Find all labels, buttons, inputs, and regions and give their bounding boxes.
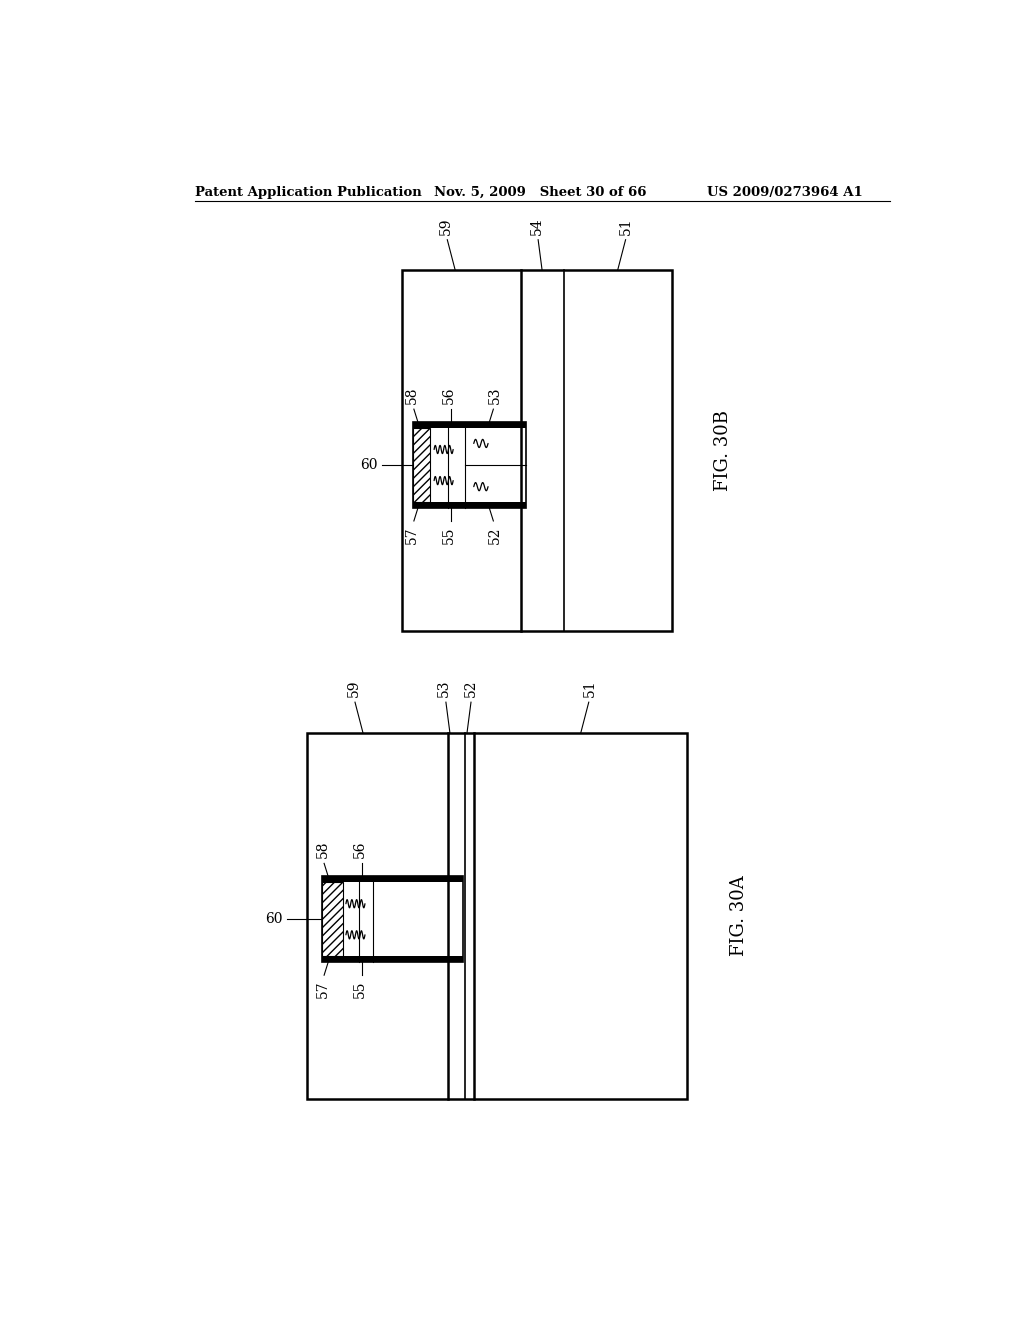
Text: Nov. 5, 2009   Sheet 30 of 66: Nov. 5, 2009 Sheet 30 of 66 [433,186,646,199]
Text: 51: 51 [584,680,597,697]
Text: 57: 57 [406,527,419,544]
Text: 53: 53 [437,680,452,697]
Text: 58: 58 [406,387,419,404]
Text: 54: 54 [529,216,544,235]
Text: 60: 60 [360,458,378,473]
Text: 52: 52 [488,527,502,544]
Bar [322,876,463,962]
Text: FIG. 30A: FIG. 30A [730,875,749,956]
Text: 60: 60 [265,912,283,927]
Text: US 2009/0273964 A1: US 2009/0273964 A1 [708,186,863,199]
Bar [413,428,430,502]
Bar [413,422,526,508]
Text: 53: 53 [488,387,502,404]
Text: 55: 55 [353,981,368,998]
Text: 56: 56 [442,387,456,404]
Bar [401,271,672,631]
Text: 58: 58 [315,841,330,858]
Bar [322,882,343,957]
Text: 52: 52 [464,680,478,697]
Text: 59: 59 [346,680,360,697]
Text: Patent Application Publication: Patent Application Publication [196,186,422,199]
Text: 55: 55 [442,527,456,544]
Text: 59: 59 [438,216,453,235]
Bar [413,502,526,508]
Text: 57: 57 [315,981,330,998]
Bar [322,957,463,962]
Bar [322,876,463,882]
Text: 56: 56 [353,841,368,858]
Bar [413,422,526,428]
Text: 51: 51 [618,216,633,235]
Text: FIG. 30B: FIG. 30B [714,411,732,491]
Bar [306,733,687,1098]
